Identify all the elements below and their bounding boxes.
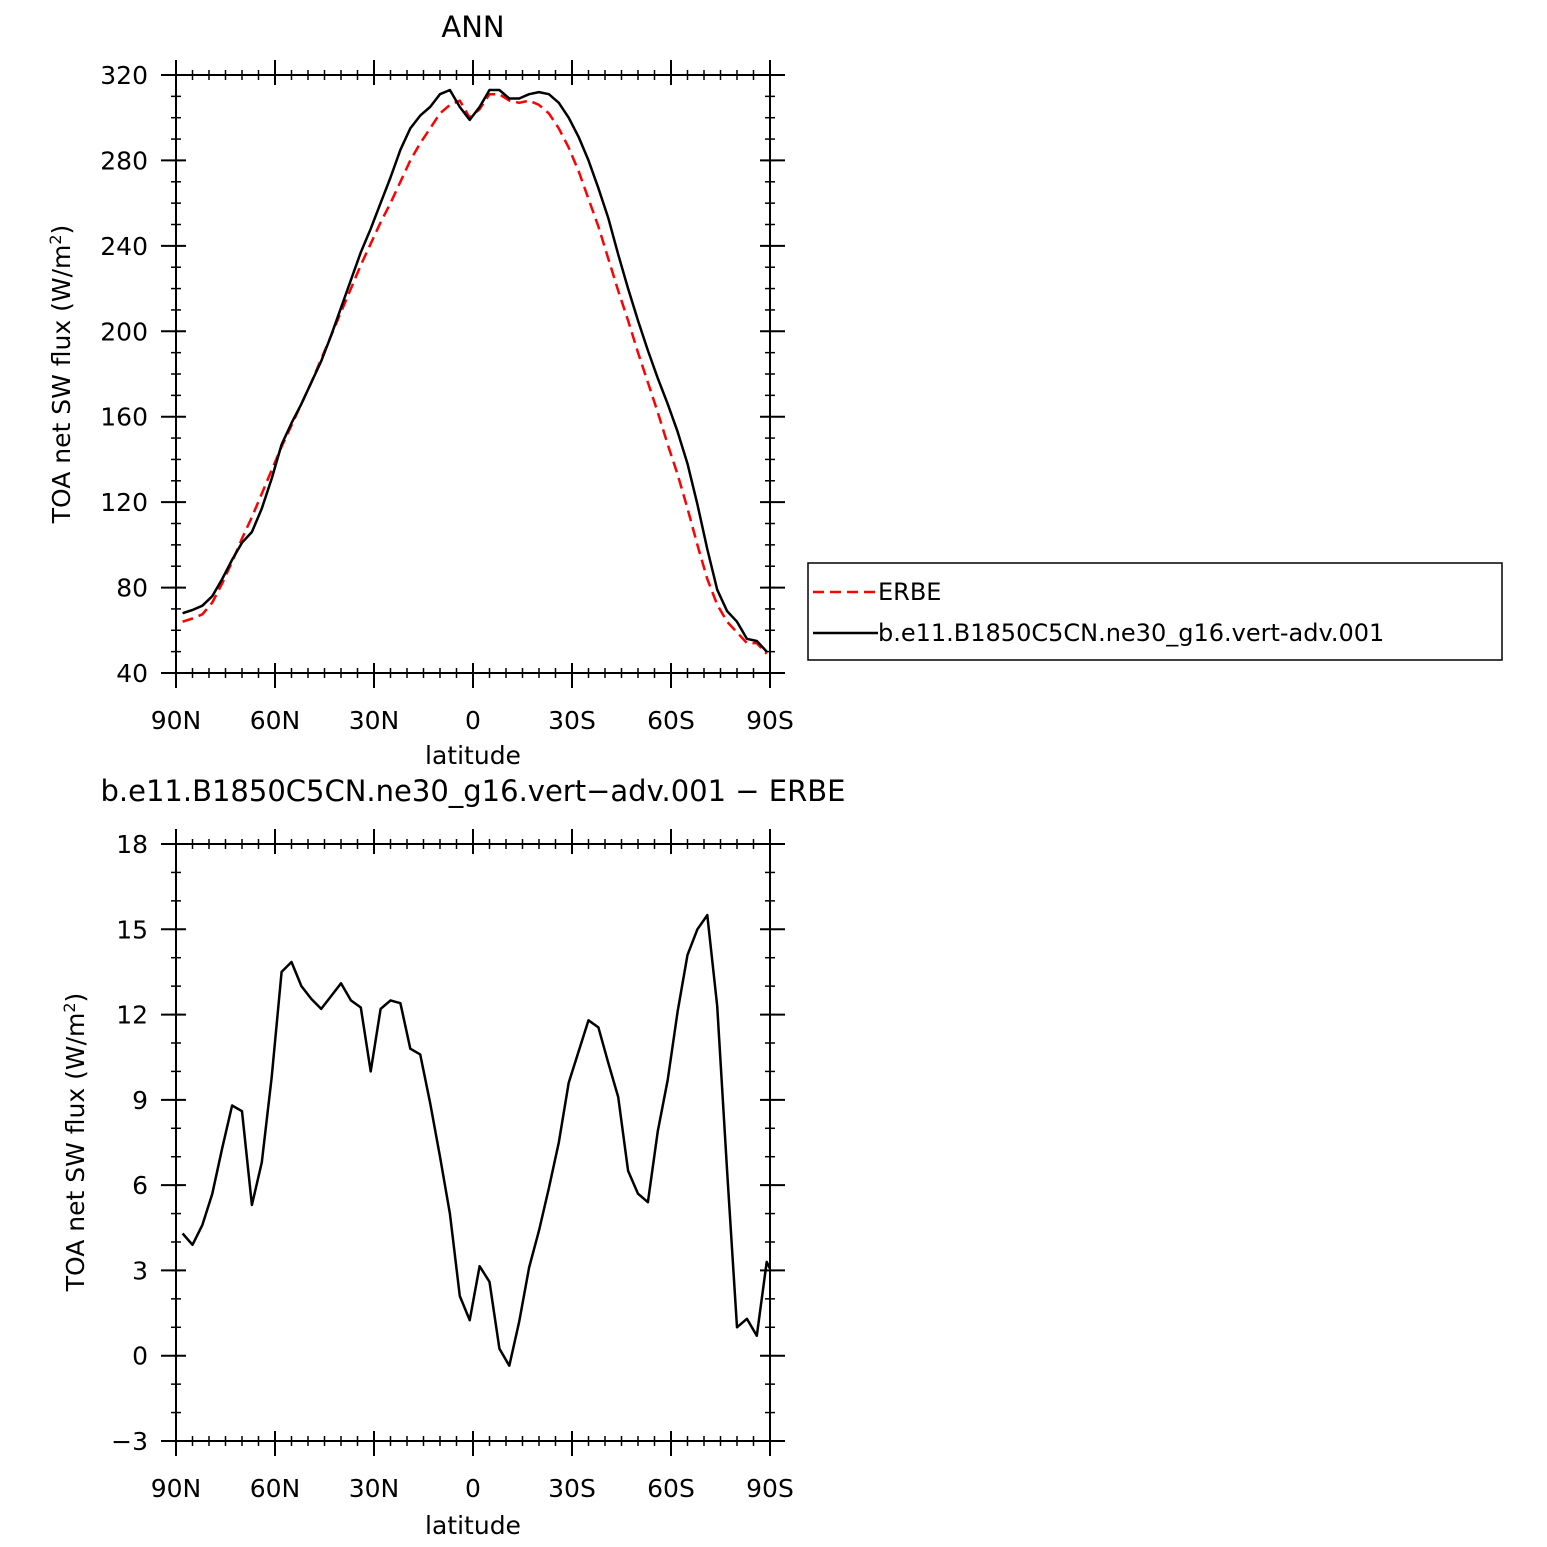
bottom-axis-ticks [161,829,785,1456]
top-y-axis-label: TOA net SW flux (W/m2) [46,225,76,525]
x-tick-label: 60N [250,706,301,735]
x-tick-label: 0 [465,706,481,735]
x-tick-label: 60N [250,1474,301,1503]
bottom-panel: b.e11.B1850C5CN.ne30_g16.vert−adv.001 − … [60,774,845,1540]
y-tick-label: 15 [116,915,148,944]
top-chart-title: ANN [441,10,504,44]
legend-box [807,562,1503,661]
x-tick-label: 30S [548,1474,596,1503]
y-tick-label: 80 [116,574,148,603]
x-tick-label: 30N [349,706,400,735]
top-panel: ANN 40 80 120 160 200 240 280 320 90N 60N 30N 0 30S… [46,10,794,770]
bottom-series-group [181,913,770,1367]
series-line-bot-0 [181,913,770,1367]
x-tick-label: 60S [647,706,695,735]
bottom-x-axis-label: latitude [425,1511,521,1540]
x-tick-label: 30N [349,1474,400,1503]
top-plot-frame [175,74,771,674]
x-tick-label: 60S [647,1474,695,1503]
y-tick-label: 6 [132,1171,148,1200]
bottom-y-axis-label: TOA net SW flux (W/m2) [60,993,90,1293]
series-line-top-1 [182,88,768,653]
x-tick-label: 90N [151,1474,202,1503]
y-tick-label: 12 [116,1001,148,1030]
bottom-y-tick-labels: −3 0 3 6 9 12 15 18 [111,830,148,1456]
y-tick-label: 40 [116,659,148,688]
y-tick-label: 200 [100,317,148,346]
x-tick-label: 90S [746,1474,794,1503]
y-tick-label: 320 [100,61,148,90]
x-tick-label: 90N [151,706,202,735]
x-tick-label: 90S [746,706,794,735]
legend-label-model: b.e11.B1850C5CN.ne30_g16.vert-adv.001 [878,619,1384,647]
y-tick-label: 240 [100,232,148,261]
series-line-top-0 [182,92,768,655]
y-tick-label: −3 [111,1427,148,1456]
x-tick-label: 30S [548,706,596,735]
legend: ERBE b.e11.B1850C5CN.ne30_g16.vert-adv.0… [807,562,1503,661]
top-series-group [182,88,768,655]
y-tick-label: 18 [116,830,148,859]
top-y-tick-labels: 40 80 120 160 200 240 280 320 [100,61,148,688]
x-tick-label: 0 [465,1474,481,1503]
bottom-x-tick-labels: 90N 60N 30N 0 30S 60S 90S [151,1474,794,1503]
y-tick-label: 9 [132,1086,148,1115]
bottom-chart-title: b.e11.B1850C5CN.ne30_g16.vert−adv.001 − … [101,774,846,808]
legend-label-erbe: ERBE [878,578,941,606]
top-x-axis-label: latitude [425,741,521,770]
top-axis-ticks [161,60,785,688]
top-x-tick-labels: 90N 60N 30N 0 30S 60S 90S [151,706,794,735]
y-tick-label: 3 [132,1256,148,1285]
y-tick-label: 0 [132,1342,148,1371]
bottom-plot-frame [175,843,771,1442]
y-tick-label: 280 [100,146,148,175]
y-tick-label: 160 [100,403,148,432]
y-tick-label: 120 [100,488,148,517]
